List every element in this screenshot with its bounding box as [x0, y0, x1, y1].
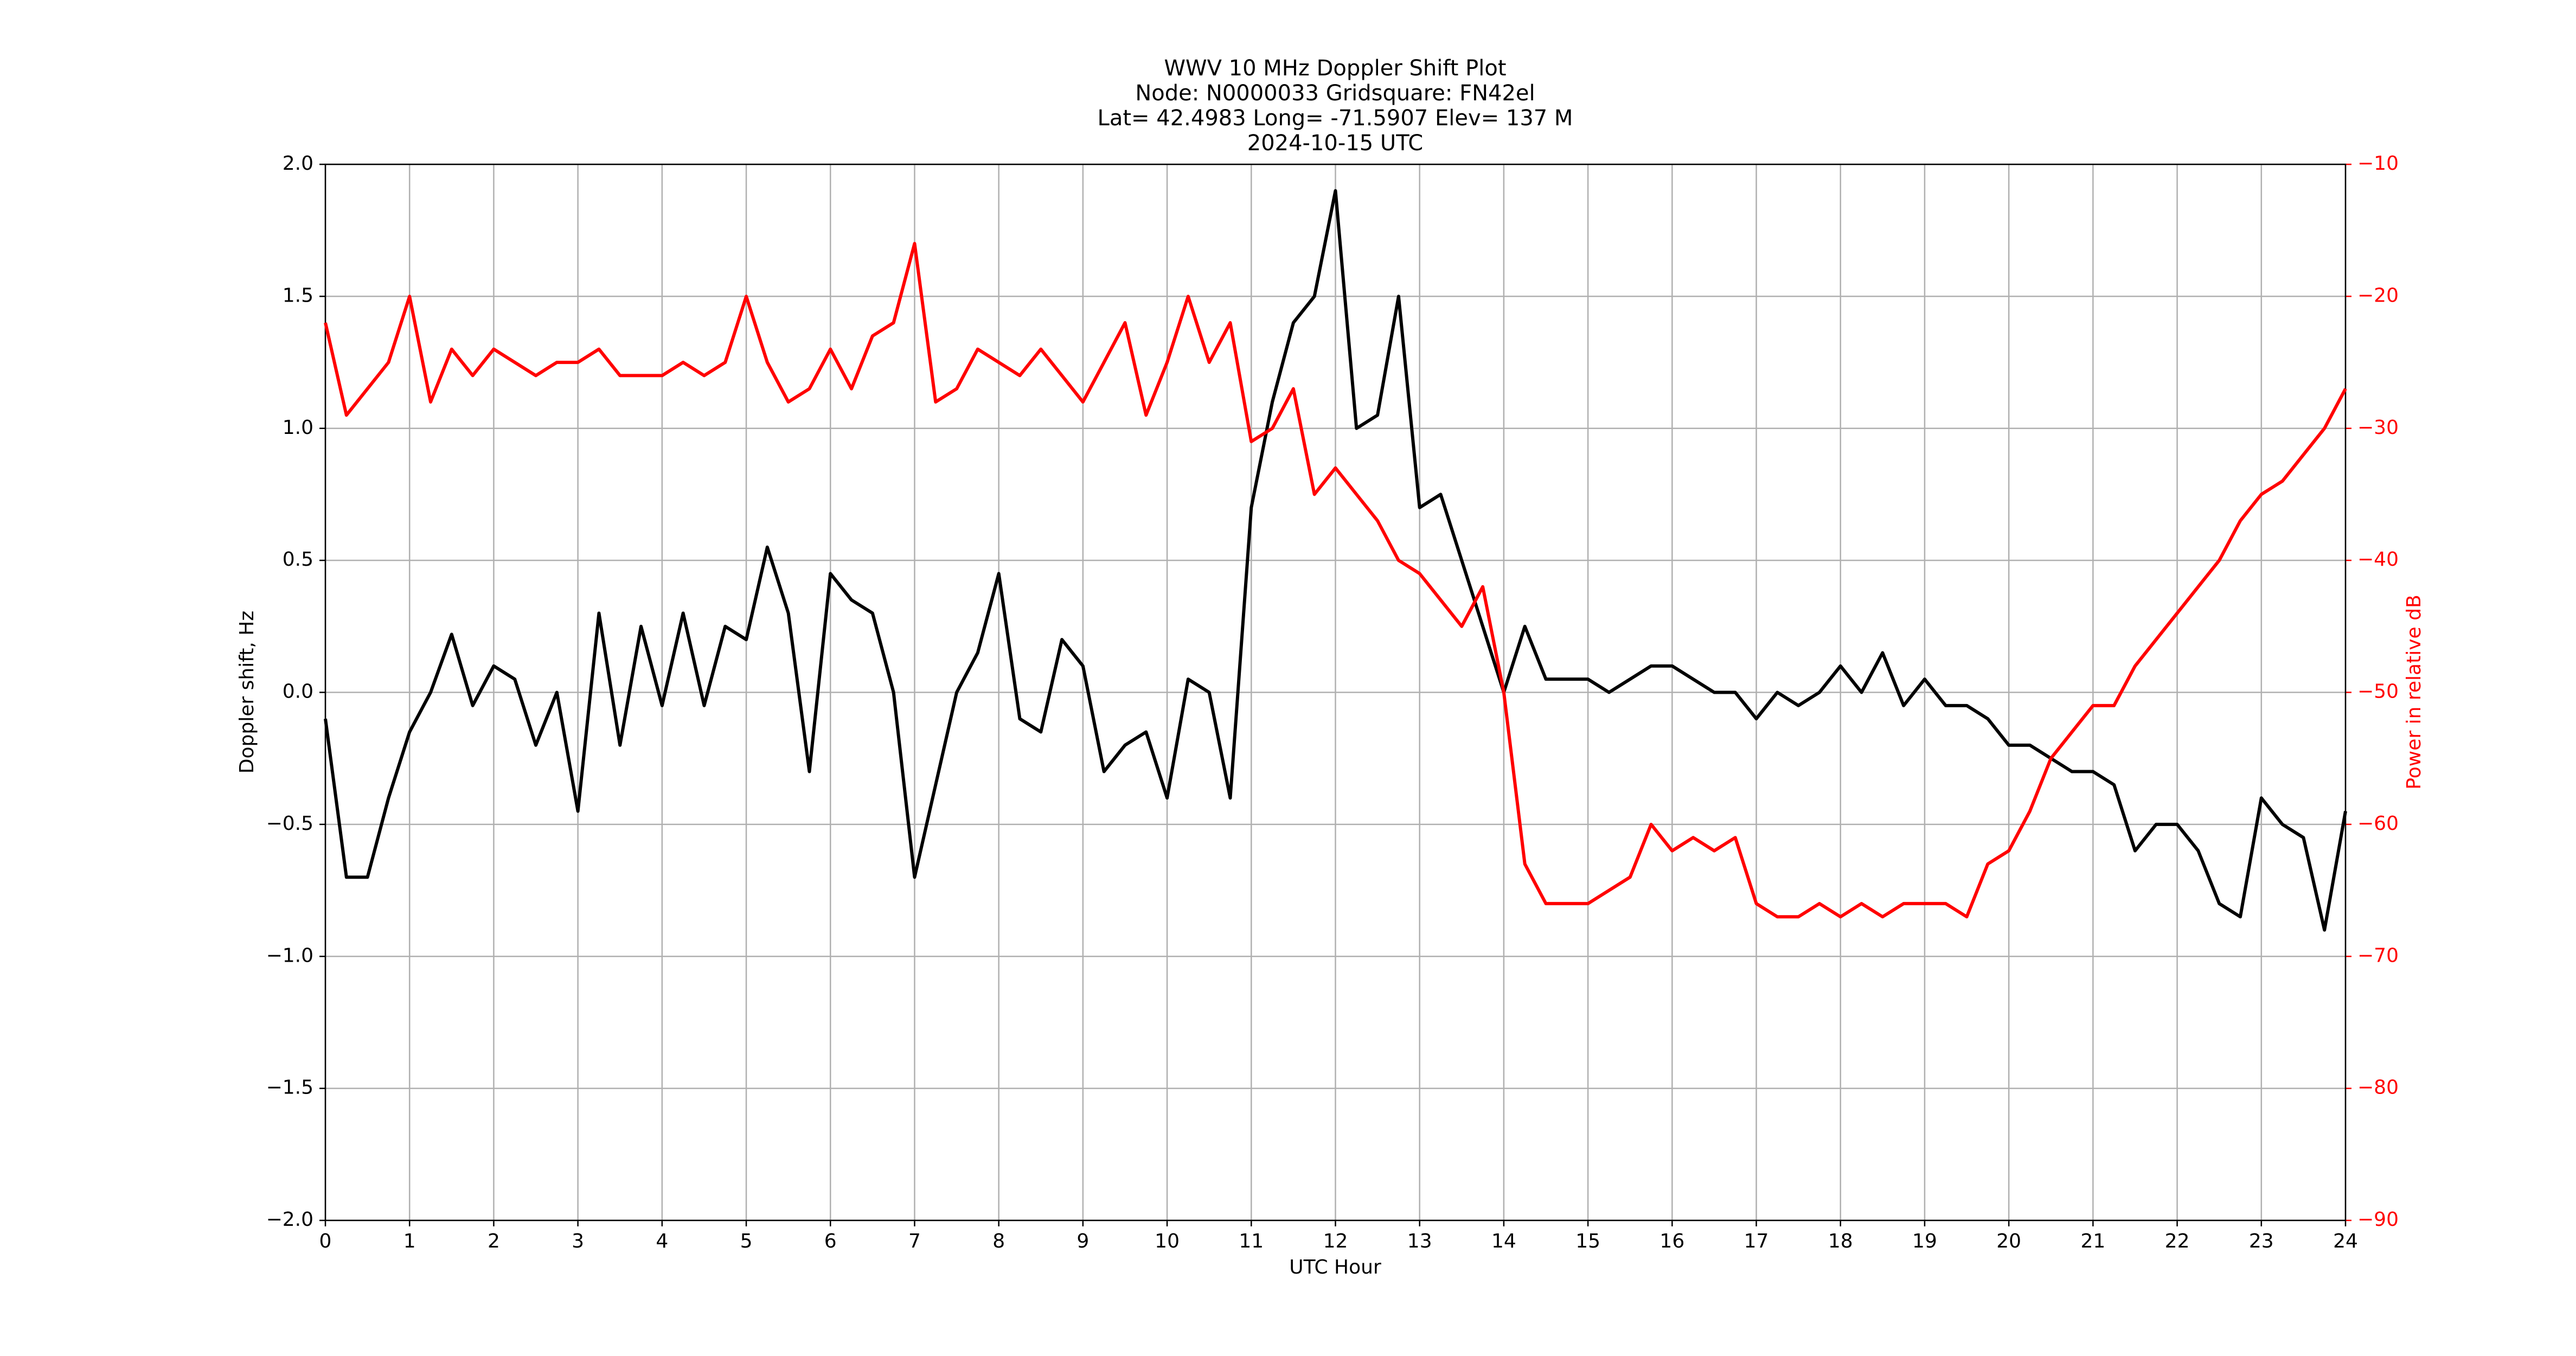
- y-tick-label: 0.5: [283, 548, 313, 571]
- plot-frame: [324, 163, 2347, 1221]
- y2-tick-label: −30: [2357, 417, 2399, 439]
- x-tick-label: 1: [403, 1230, 416, 1252]
- x-tick-label: 20: [1996, 1230, 2021, 1252]
- y-tick-label: 1.0: [283, 417, 313, 439]
- y-tick-label: 1.5: [283, 284, 313, 306]
- x-tick-label: 7: [908, 1230, 921, 1252]
- x-tick-label: 10: [1155, 1230, 1180, 1252]
- y2-tick-label: −90: [2357, 1208, 2399, 1231]
- y2-tick-label: −40: [2357, 548, 2399, 571]
- x-tick-label: 12: [1323, 1230, 1348, 1252]
- x-tick-label: 16: [1659, 1230, 1684, 1252]
- x-tick-label: 18: [1828, 1230, 1853, 1252]
- y-tick-label: −0.5: [266, 813, 313, 835]
- chart-title: WWV 10 MHz Doppler Shift Plot: [1164, 56, 1506, 81]
- y2-tick-label: −10: [2357, 152, 2399, 175]
- x-axis-label: UTC Hour: [1289, 1256, 1381, 1278]
- x-tick-label: 21: [2080, 1230, 2105, 1252]
- x-tick-label: 24: [2333, 1230, 2358, 1252]
- x-tick-label: 23: [2249, 1230, 2274, 1252]
- x-tick-label: 6: [824, 1230, 837, 1252]
- x-tick-label: 11: [1239, 1230, 1264, 1252]
- y2-tick-label: −70: [2357, 944, 2399, 967]
- y-tick-label: −1.0: [266, 944, 313, 967]
- x-tick-label: 9: [1076, 1230, 1089, 1252]
- x-tick-label: 8: [992, 1230, 1005, 1252]
- y2-tick-label: −50: [2357, 681, 2399, 703]
- y-axis-label: Doppler shift, Hz: [236, 611, 258, 773]
- x-tick-label: 15: [1575, 1230, 1600, 1252]
- x-tick-label: 4: [656, 1230, 668, 1252]
- x-tick-label: 13: [1407, 1230, 1432, 1252]
- chart-subtitle: Node: N0000033 Gridsquare: FN42el: [1135, 81, 1535, 106]
- y-tick-label: −2.0: [266, 1208, 313, 1231]
- y2-tick-label: −80: [2357, 1077, 2399, 1099]
- y-tick-label: 2.0: [283, 152, 313, 175]
- x-tick-label: 19: [1912, 1230, 1937, 1252]
- x-tick-label: 0: [319, 1230, 332, 1252]
- x-tick-label: 14: [1491, 1230, 1516, 1252]
- x-tick-label: 2: [488, 1230, 500, 1252]
- data-line: [324, 189, 2347, 932]
- y2-axis-label: Power in relative dB: [2403, 594, 2425, 789]
- chart-subtitle: 2024-10-15 UTC: [1247, 131, 1423, 156]
- y-tick-label: −1.5: [266, 1077, 313, 1099]
- x-tick-label: 17: [1744, 1230, 1769, 1252]
- chart-subtitle: Lat= 42.4983 Long= -71.5907 Elev= 137 M: [1098, 106, 1573, 131]
- x-tick-label: 3: [572, 1230, 584, 1252]
- x-tick-label: 22: [2165, 1230, 2190, 1252]
- y2-tick-label: −20: [2357, 284, 2399, 306]
- x-tick-label: 5: [740, 1230, 753, 1252]
- data-line: [324, 242, 2347, 919]
- y-tick-label: 0.0: [283, 681, 313, 703]
- y2-tick-label: −60: [2357, 813, 2399, 835]
